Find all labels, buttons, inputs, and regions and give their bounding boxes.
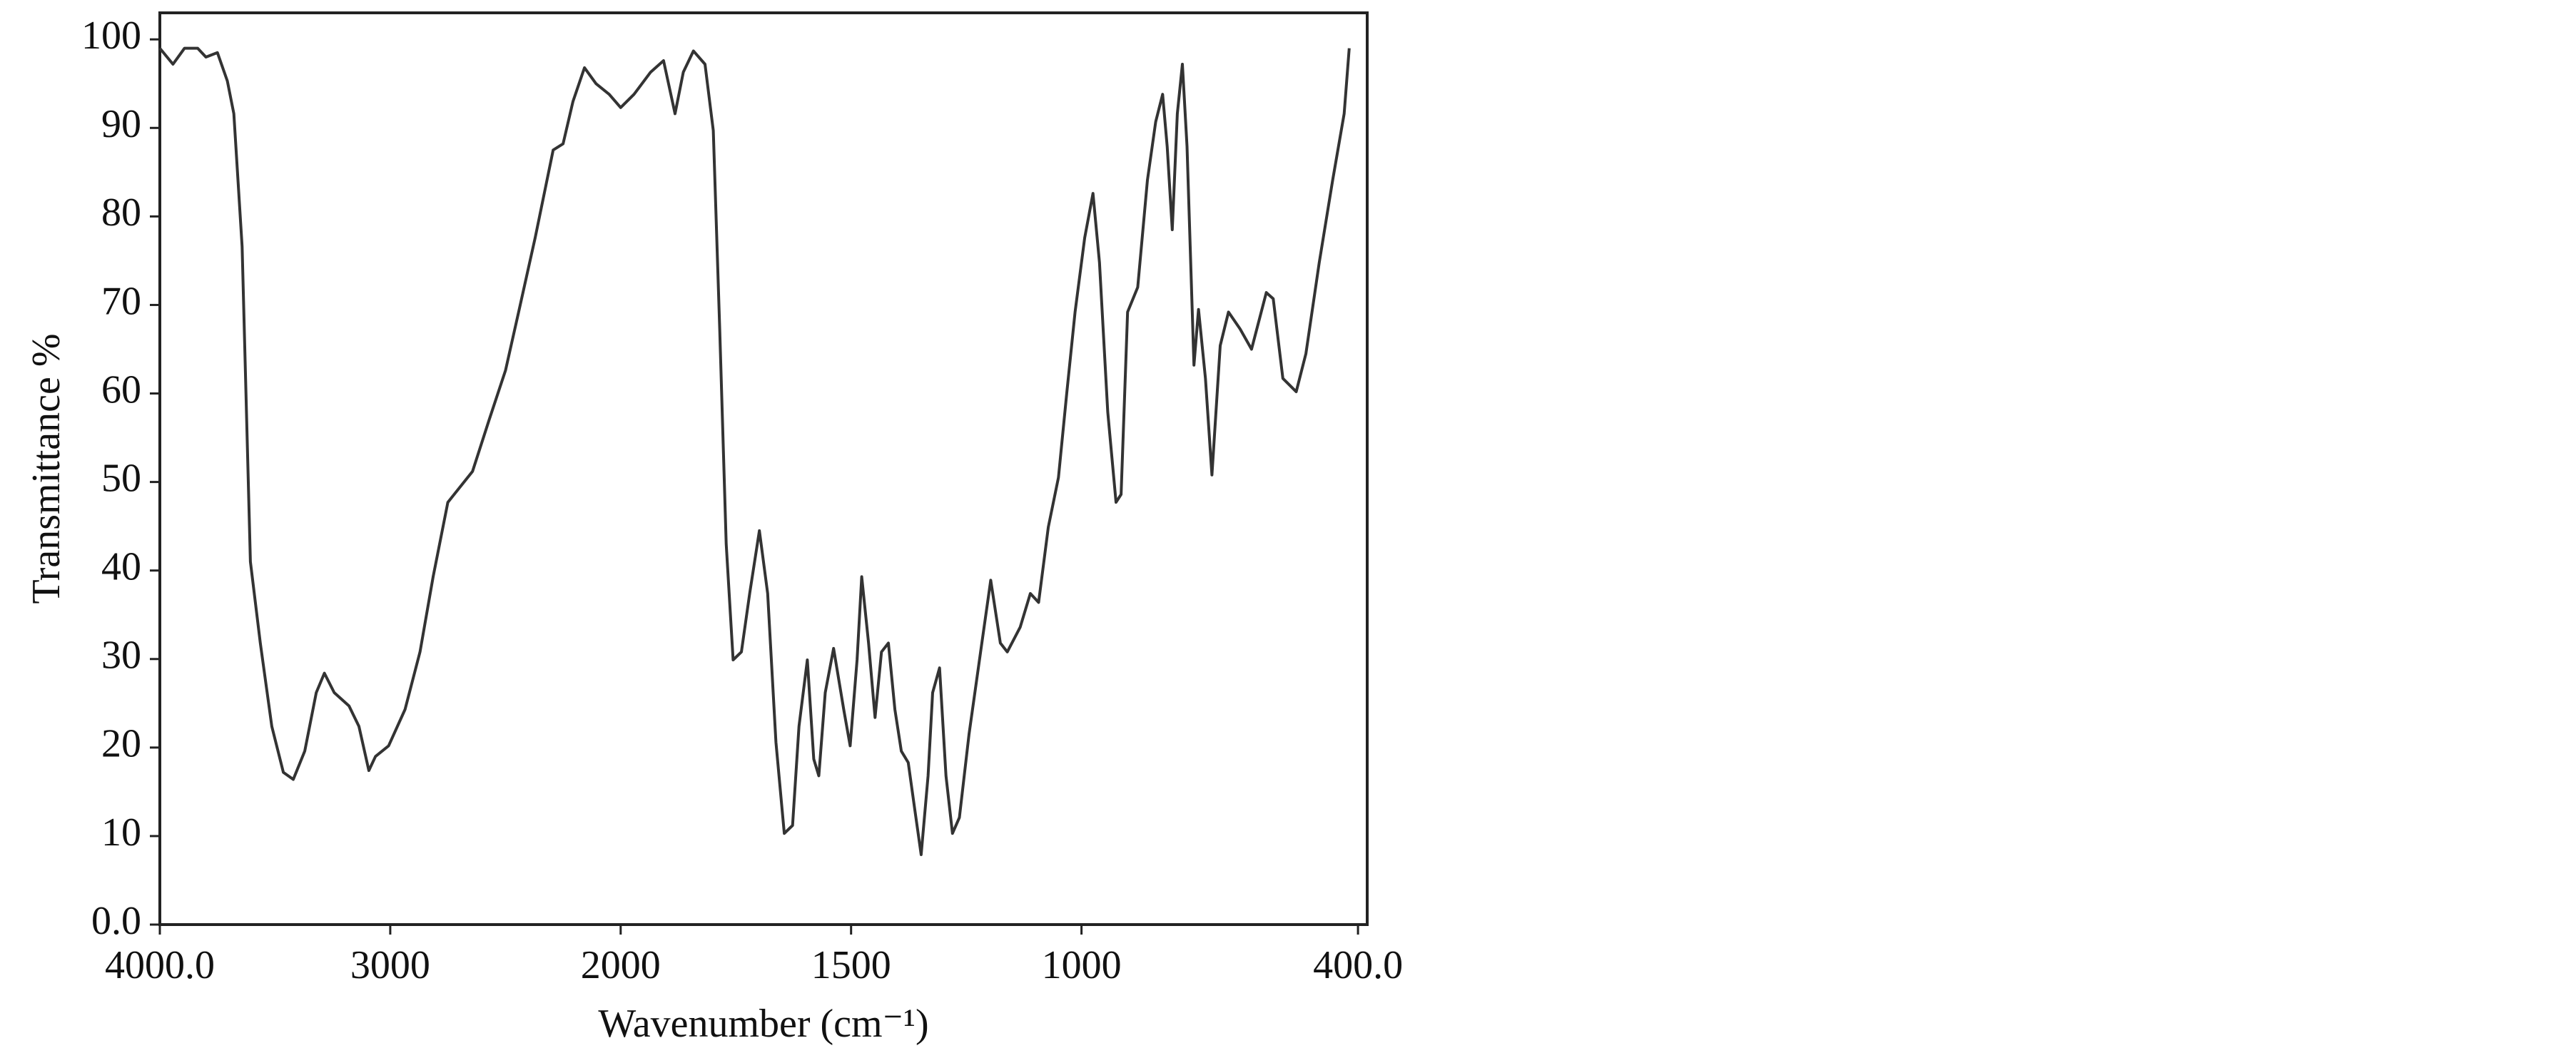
y-tick-label: 20 <box>101 722 141 766</box>
x-tick-label: 3000 <box>350 943 430 987</box>
x-tick-label: 400.0 <box>1313 943 1403 987</box>
x-axis-title: Wavenumber (cm⁻¹) <box>598 1002 928 1046</box>
y-tick-label: 30 <box>101 634 141 678</box>
x-tick-label: 1500 <box>811 943 891 987</box>
spectrum-line <box>158 46 1351 856</box>
y-tick-label: 80 <box>101 190 141 235</box>
y-tick-label: 40 <box>101 545 141 589</box>
y-tick-label: 60 <box>101 367 141 412</box>
x-tick-label: 4000.0 <box>105 943 215 987</box>
y-tick-label: 90 <box>101 102 141 146</box>
y-tick-label: 70 <box>101 279 141 323</box>
x-tick-label: 1000 <box>1042 943 1122 987</box>
y-axis-title: Transmittance % <box>24 334 69 604</box>
x-tick-label: 2000 <box>581 943 661 987</box>
plot-frame <box>158 11 1369 926</box>
y-tick-label: 100 <box>81 14 141 58</box>
y-tick-label: 0.0 <box>91 899 141 943</box>
y-tick-label: 10 <box>101 810 141 855</box>
y-tick-label: 50 <box>101 456 141 500</box>
